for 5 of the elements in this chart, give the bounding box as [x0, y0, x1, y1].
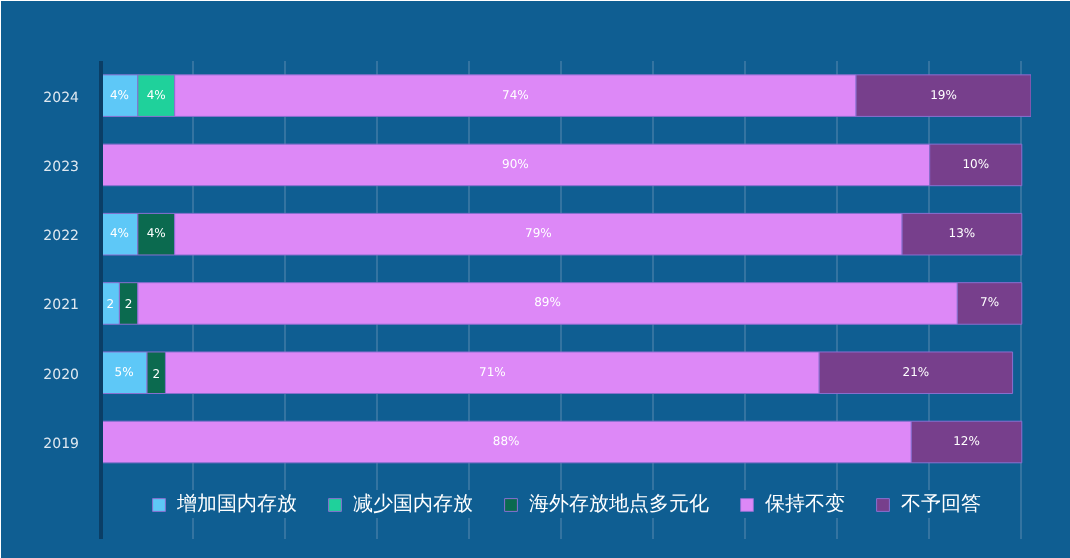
legend-label: 海外存放地点多元化 — [529, 491, 709, 518]
legend-label: 不予回答 — [901, 492, 981, 518]
legend-label: 增加国内存放 — [177, 491, 297, 518]
legend-label: 保持不变 — [765, 491, 845, 518]
legend-label: 减少国内存放 — [353, 491, 473, 518]
